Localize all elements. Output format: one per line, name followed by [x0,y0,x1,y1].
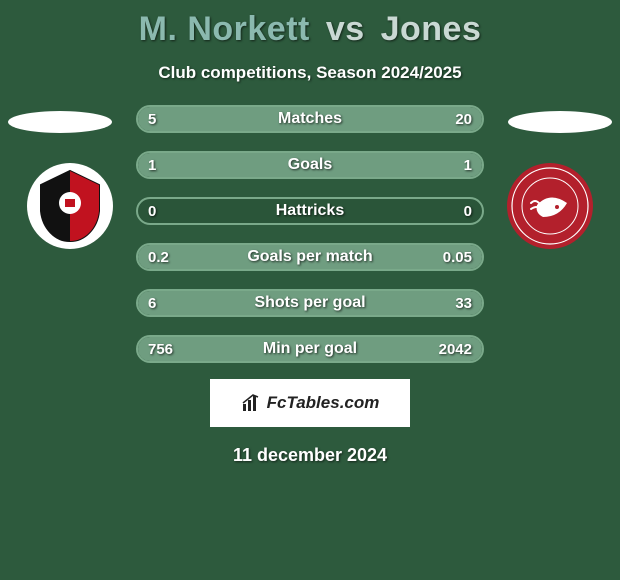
metric-label: Min per goal [138,337,482,361]
subtitle: Club competitions, Season 2024/2025 [0,63,620,83]
metric-row: 520Matches [136,105,484,133]
player1-club-crest [27,163,113,249]
metric-label: Goals per match [138,245,482,269]
metric-row: 633Shots per goal [136,289,484,317]
metric-label: Goals [138,153,482,177]
comparison-bars: 520Matches 11Goals 00Hattricks 0.20.05Goals… [136,105,484,381]
morecambe-crest-icon [507,163,593,249]
player2-photo-placeholder [508,111,612,133]
comparison-infographic: M. Norkett vs Jones Club competitions, S… [0,0,620,580]
player1-name: M. Norkett [139,10,310,48]
metric-row: 7562042Min per goal [136,335,484,363]
page-title: M. Norkett vs Jones [0,10,620,49]
branding-inner: FcTables.com [241,392,380,414]
branding-box: FcTables.com [210,379,410,427]
chart-icon [241,392,263,414]
metric-row: 00Hattricks [136,197,484,225]
metric-label: Hattricks [138,199,482,223]
player2-name: Jones [381,10,482,48]
content-area: 520Matches 11Goals 00Hattricks 0.20.05Goals… [0,105,620,375]
metric-row: 11Goals [136,151,484,179]
metric-row: 0.20.05Goals per match [136,243,484,271]
date-label: 11 december 2024 [0,445,620,466]
metric-label: Matches [138,107,482,131]
vs-label: vs [326,10,365,48]
branding-text: FcTables.com [267,393,380,413]
player2-club-crest [507,163,593,249]
cheltenham-crest-icon [27,163,113,249]
player1-photo-placeholder [8,111,112,133]
metric-label: Shots per goal [138,291,482,315]
